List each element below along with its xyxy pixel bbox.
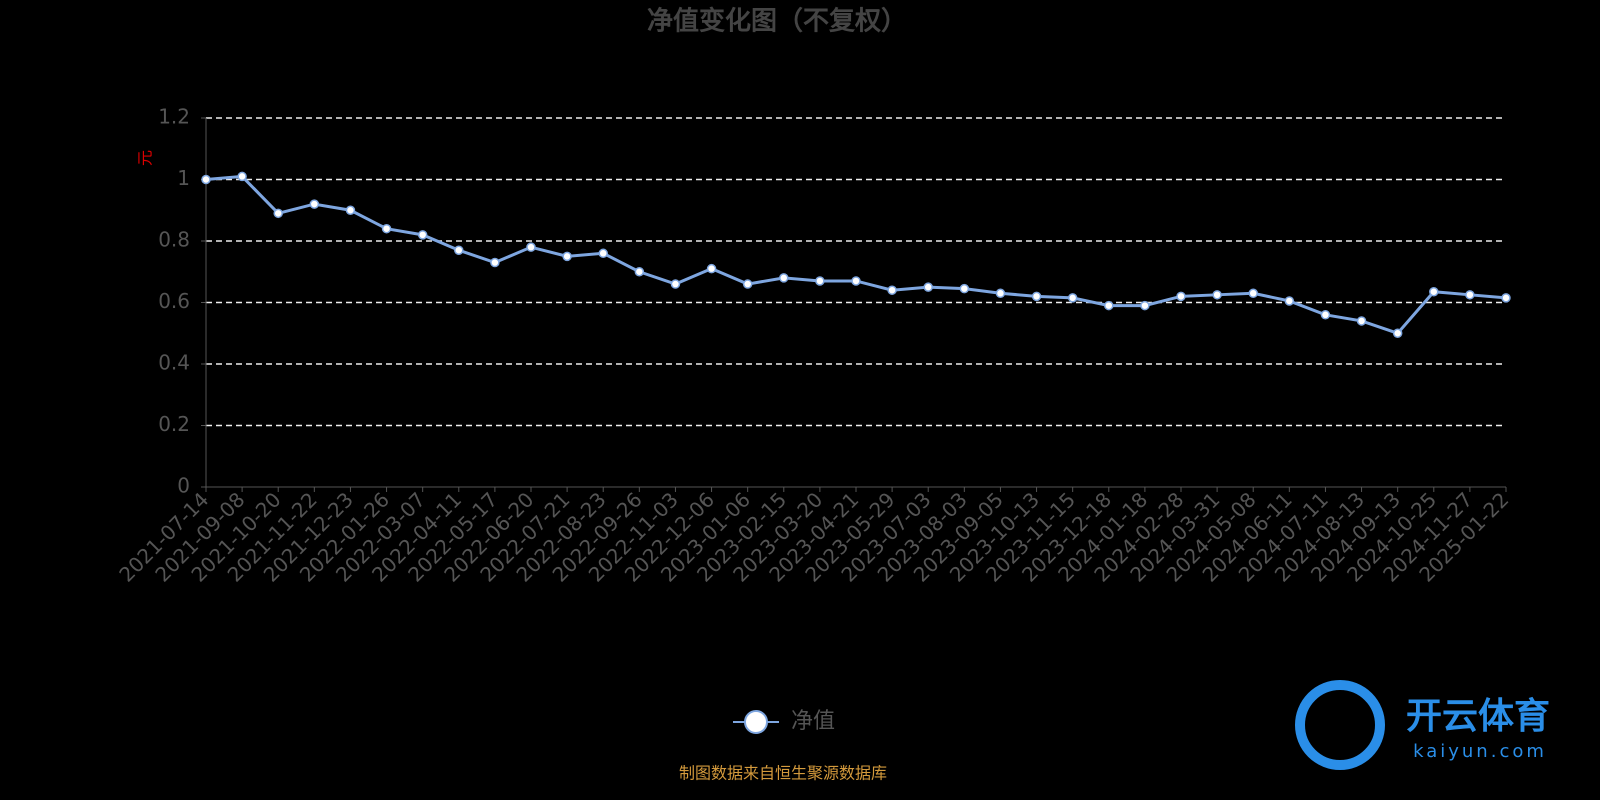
point xyxy=(995,288,1006,299)
watermark-logo xyxy=(1295,680,1385,770)
watermark-url: kaiyun.com xyxy=(1413,741,1547,762)
point xyxy=(1320,310,1331,320)
series-line xyxy=(205,174,1507,335)
legend-label: 净值 xyxy=(791,709,835,734)
point xyxy=(454,245,464,255)
y-tick-label: 0.4 xyxy=(158,351,190,375)
point xyxy=(815,276,825,286)
point xyxy=(1176,291,1186,302)
point xyxy=(887,285,897,295)
point xyxy=(381,223,392,234)
point xyxy=(1031,291,1042,302)
point xyxy=(598,248,608,259)
point xyxy=(490,257,500,268)
point xyxy=(309,199,320,209)
point xyxy=(1284,296,1295,306)
point xyxy=(1248,288,1258,299)
y-tick-label: 1 xyxy=(177,166,190,190)
point xyxy=(237,171,247,182)
point xyxy=(742,279,753,289)
point xyxy=(706,263,717,274)
point xyxy=(923,282,933,292)
y-tick-label: 1.2 xyxy=(158,105,190,129)
point xyxy=(417,230,428,240)
point xyxy=(201,174,211,185)
point xyxy=(851,276,861,286)
point xyxy=(1140,300,1150,311)
y-tick-label: 0.2 xyxy=(158,412,190,436)
y-axis-label: 元 xyxy=(136,150,155,166)
point xyxy=(562,251,572,262)
point xyxy=(959,283,970,294)
point xyxy=(634,267,645,277)
legend-symbol xyxy=(744,710,768,734)
point xyxy=(1465,290,1475,300)
point xyxy=(670,279,681,289)
source-note: 制图数据来自恒生聚源数据库 xyxy=(679,764,887,783)
y-tick-label: 0.8 xyxy=(158,228,190,252)
point xyxy=(1212,290,1222,300)
point xyxy=(526,242,536,252)
point xyxy=(779,273,789,283)
point xyxy=(273,208,283,219)
y-tick-label: 0.6 xyxy=(158,289,190,313)
point xyxy=(1392,328,1403,338)
point xyxy=(1067,293,1078,303)
point xyxy=(1104,300,1114,311)
point xyxy=(345,205,356,215)
y-tick-label: 0 xyxy=(177,474,190,498)
watermark: 开云体育 kaiyun.com xyxy=(1295,680,1550,770)
point xyxy=(1356,316,1367,326)
chart-title: 净值变化图（不复权） xyxy=(647,6,907,37)
point xyxy=(1429,286,1439,297)
watermark-name: 开云体育 xyxy=(1406,696,1550,737)
point xyxy=(1501,293,1511,303)
